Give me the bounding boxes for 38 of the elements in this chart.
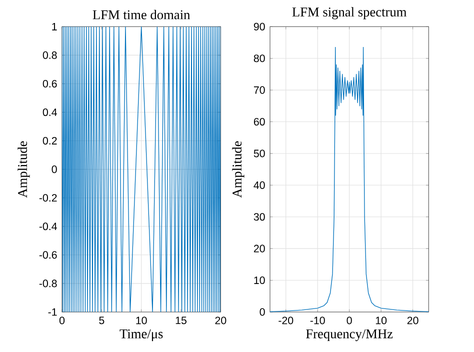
- chart-title: LFM time domain: [92, 10, 190, 20]
- y-tick-label: 0.8: [42, 51, 57, 59]
- y-axis-title: Amplitude: [18, 141, 30, 198]
- chart-title: LFM signal spectrum: [292, 7, 407, 20]
- x-tick-label: 20: [215, 316, 226, 324]
- y-tick-label: -0.6: [39, 251, 57, 259]
- x-tick-label: 20: [407, 316, 418, 324]
- x-tick-label: -10: [310, 316, 325, 324]
- y-tick-label: 50: [254, 150, 265, 158]
- y-tick-label: 40: [254, 181, 265, 189]
- y-tick-label: -0.8: [39, 280, 57, 288]
- y-tick-label: 80: [254, 54, 265, 62]
- y-tick-label: -0.4: [39, 222, 57, 230]
- y-tick-label: -0.2: [39, 194, 57, 202]
- x-tick-label: 0: [59, 316, 65, 324]
- y-tick-label: 30: [254, 213, 265, 221]
- x-tick-label: -20: [278, 316, 294, 324]
- y-tick-label: 0.6: [42, 80, 57, 88]
- line-series: [270, 46, 429, 312]
- y-axis-title: Amplitude: [232, 141, 244, 198]
- y-tick-label: 90: [254, 22, 265, 30]
- x-axis-title: Time/μs: [120, 329, 163, 342]
- x-tick-label: 0: [346, 316, 352, 324]
- y-tick-label: 0.2: [42, 137, 57, 145]
- x-tick-label: 5: [99, 316, 104, 324]
- y-tick-label: -1: [48, 308, 57, 316]
- y-tick-label: 20: [254, 244, 265, 252]
- x-tick-label: 10: [376, 316, 387, 324]
- y-tick-label: 0.4: [42, 108, 57, 116]
- x-tick-label: 15: [176, 316, 186, 324]
- y-tick-label: 60: [254, 118, 265, 126]
- x-axis-title: Frequency/MHz: [306, 329, 393, 342]
- y-tick-label: 0: [260, 308, 265, 316]
- y-tick-label: 10: [254, 276, 265, 284]
- y-tick-label: 0: [52, 166, 57, 174]
- y-tick-label: 1: [52, 22, 57, 30]
- y-tick-label: 70: [254, 86, 265, 94]
- x-tick-label: 10: [136, 316, 147, 324]
